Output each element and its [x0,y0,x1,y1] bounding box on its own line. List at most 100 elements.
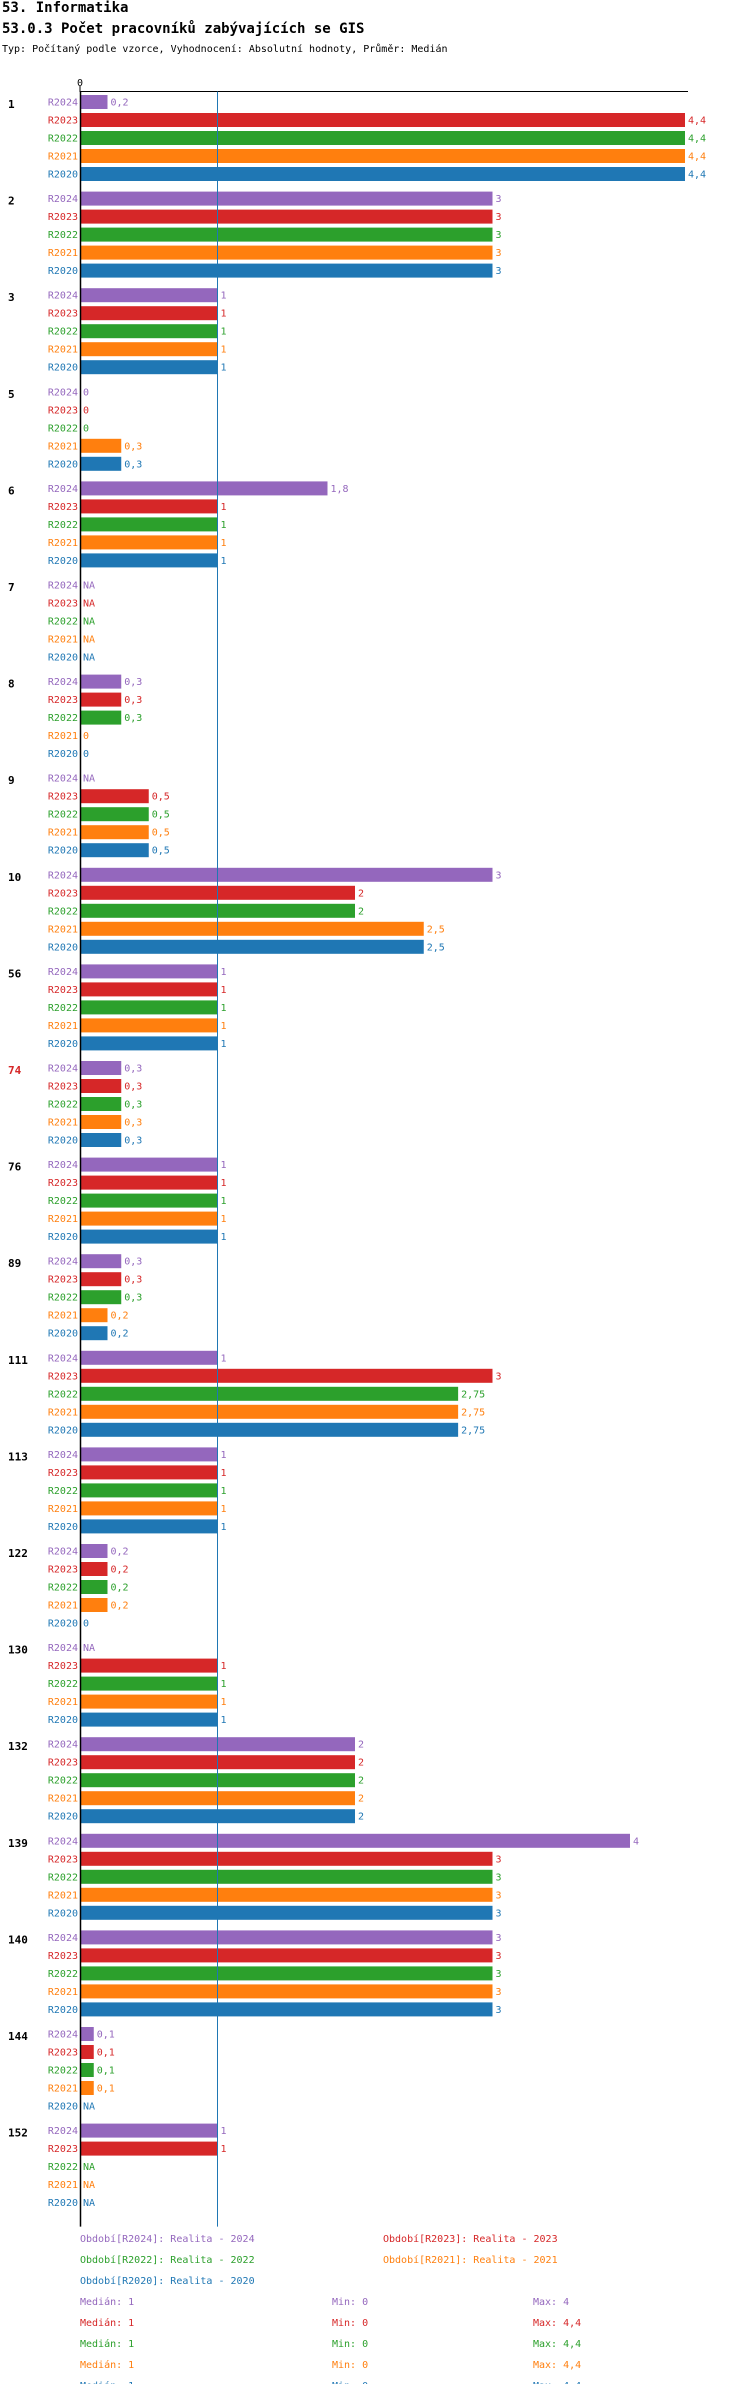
series-label: R2020 [48,2005,78,2016]
group-label: 7 [8,581,15,594]
stat-median: Medián: 1 [80,2359,134,2371]
data-label: 1 [221,1160,227,1171]
x-axis-tick-label: 0 [77,78,83,89]
data-label: 1 [221,1661,227,1672]
bar [80,1676,218,1691]
series-label: R2020 [48,170,78,181]
bar [80,553,218,568]
series-label: R2022 [48,1872,78,1883]
series-label: R2020 [48,1908,78,1919]
group-label: 130 [8,1644,28,1657]
bar [80,1887,493,1902]
data-label: 1 [221,502,227,513]
stat-max: Max: 4,4 [533,2360,581,2371]
data-label: 0,2 [111,1565,129,1576]
series-label: R2024 [48,194,78,205]
data-label: 0,5 [152,828,170,839]
bar [80,245,493,260]
series-label: R2021 [48,1214,78,1225]
series-label: R2021 [48,1021,78,1032]
stat-median: Medián: 1 [80,2380,134,2384]
bar [80,306,218,321]
data-label: 1 [221,2126,227,2137]
data-label: 1 [221,1697,227,1708]
data-label: 1 [221,309,227,320]
data-label: 0,1 [97,2066,115,2077]
stat-min: Min: 0 [332,2339,368,2350]
bar [80,167,685,181]
bar [80,1272,122,1287]
bar [80,2002,493,2017]
data-label: 0,5 [152,810,170,821]
bar [80,1465,218,1480]
series-label: R2023 [48,116,78,127]
group-label: 5 [8,388,15,401]
stat-max: Max: 4 [533,2297,569,2308]
series-label: R2020 [48,653,78,664]
bar [80,1712,218,1727]
bar [80,1694,218,1709]
bar [80,982,218,997]
data-label: 3 [496,2005,502,2016]
series-label: R2024 [48,774,78,785]
data-label: 0,3 [124,1136,142,1147]
group-label: 6 [8,484,15,497]
series-label: R2020 [48,1619,78,1630]
series-label: R2020 [48,363,78,374]
bar [80,1290,122,1305]
bar [80,2123,218,2138]
data-label: 0,3 [124,1064,142,1075]
data-label: 0,2 [111,1601,129,1612]
data-label: 3 [496,248,502,259]
group-label: 89 [8,1257,21,1270]
data-label: 1 [221,1196,227,1207]
data-label: 2 [358,906,364,917]
data-label: 2 [358,1794,364,1805]
data-label: 0,5 [152,846,170,857]
series-label: R2022 [48,1389,78,1400]
bar [80,1422,459,1437]
data-label: 0,2 [111,1329,129,1340]
data-label: 0,1 [97,2030,115,2041]
data-label: 4,4 [688,152,706,163]
bar [80,1562,108,1576]
bar [80,1905,493,1920]
series-label: R2022 [48,423,78,434]
bar [80,191,493,206]
stat-min: Min: 0 [332,2318,368,2329]
series-label: R2024 [48,870,78,881]
bar [80,2063,94,2077]
group-label: 8 [8,678,15,691]
series-label: R2023 [48,888,78,899]
series-label: R2024 [48,1450,78,1461]
series-label: R2020 [48,2102,78,2113]
data-label: 3 [496,1872,502,1883]
group-label: 10 [8,871,21,884]
data-label: 1 [221,1679,227,1690]
data-label: 4,4 [688,170,706,181]
series-label: R2023 [48,2048,78,2059]
data-label: 1 [221,1504,227,1515]
series-label: R2020 [48,1522,78,1533]
data-label: 1 [221,1039,227,1050]
bar [80,481,328,496]
data-label: 0,5 [152,792,170,803]
bar [80,867,493,882]
bar [80,456,122,471]
data-label: 0,1 [97,2048,115,2059]
data-label: 3 [496,212,502,223]
series-label: R2022 [48,2066,78,2077]
data-label: 0 [83,405,89,416]
bar [80,1211,218,1226]
data-label: 0,2 [111,1311,129,1322]
page-title: 53. Informatika [2,0,129,16]
group-label: 3 [8,291,15,304]
data-label: 1 [221,291,227,302]
data-label: 0 [83,387,89,398]
legend-entry: Období[R2020]: Realita - 2020 [80,2275,255,2287]
series-label: R2021 [48,538,78,549]
stat-max: Max: 4,4 [533,2381,581,2384]
bar [80,209,493,224]
data-label: NA [83,774,95,785]
series-label: R2023 [48,212,78,223]
